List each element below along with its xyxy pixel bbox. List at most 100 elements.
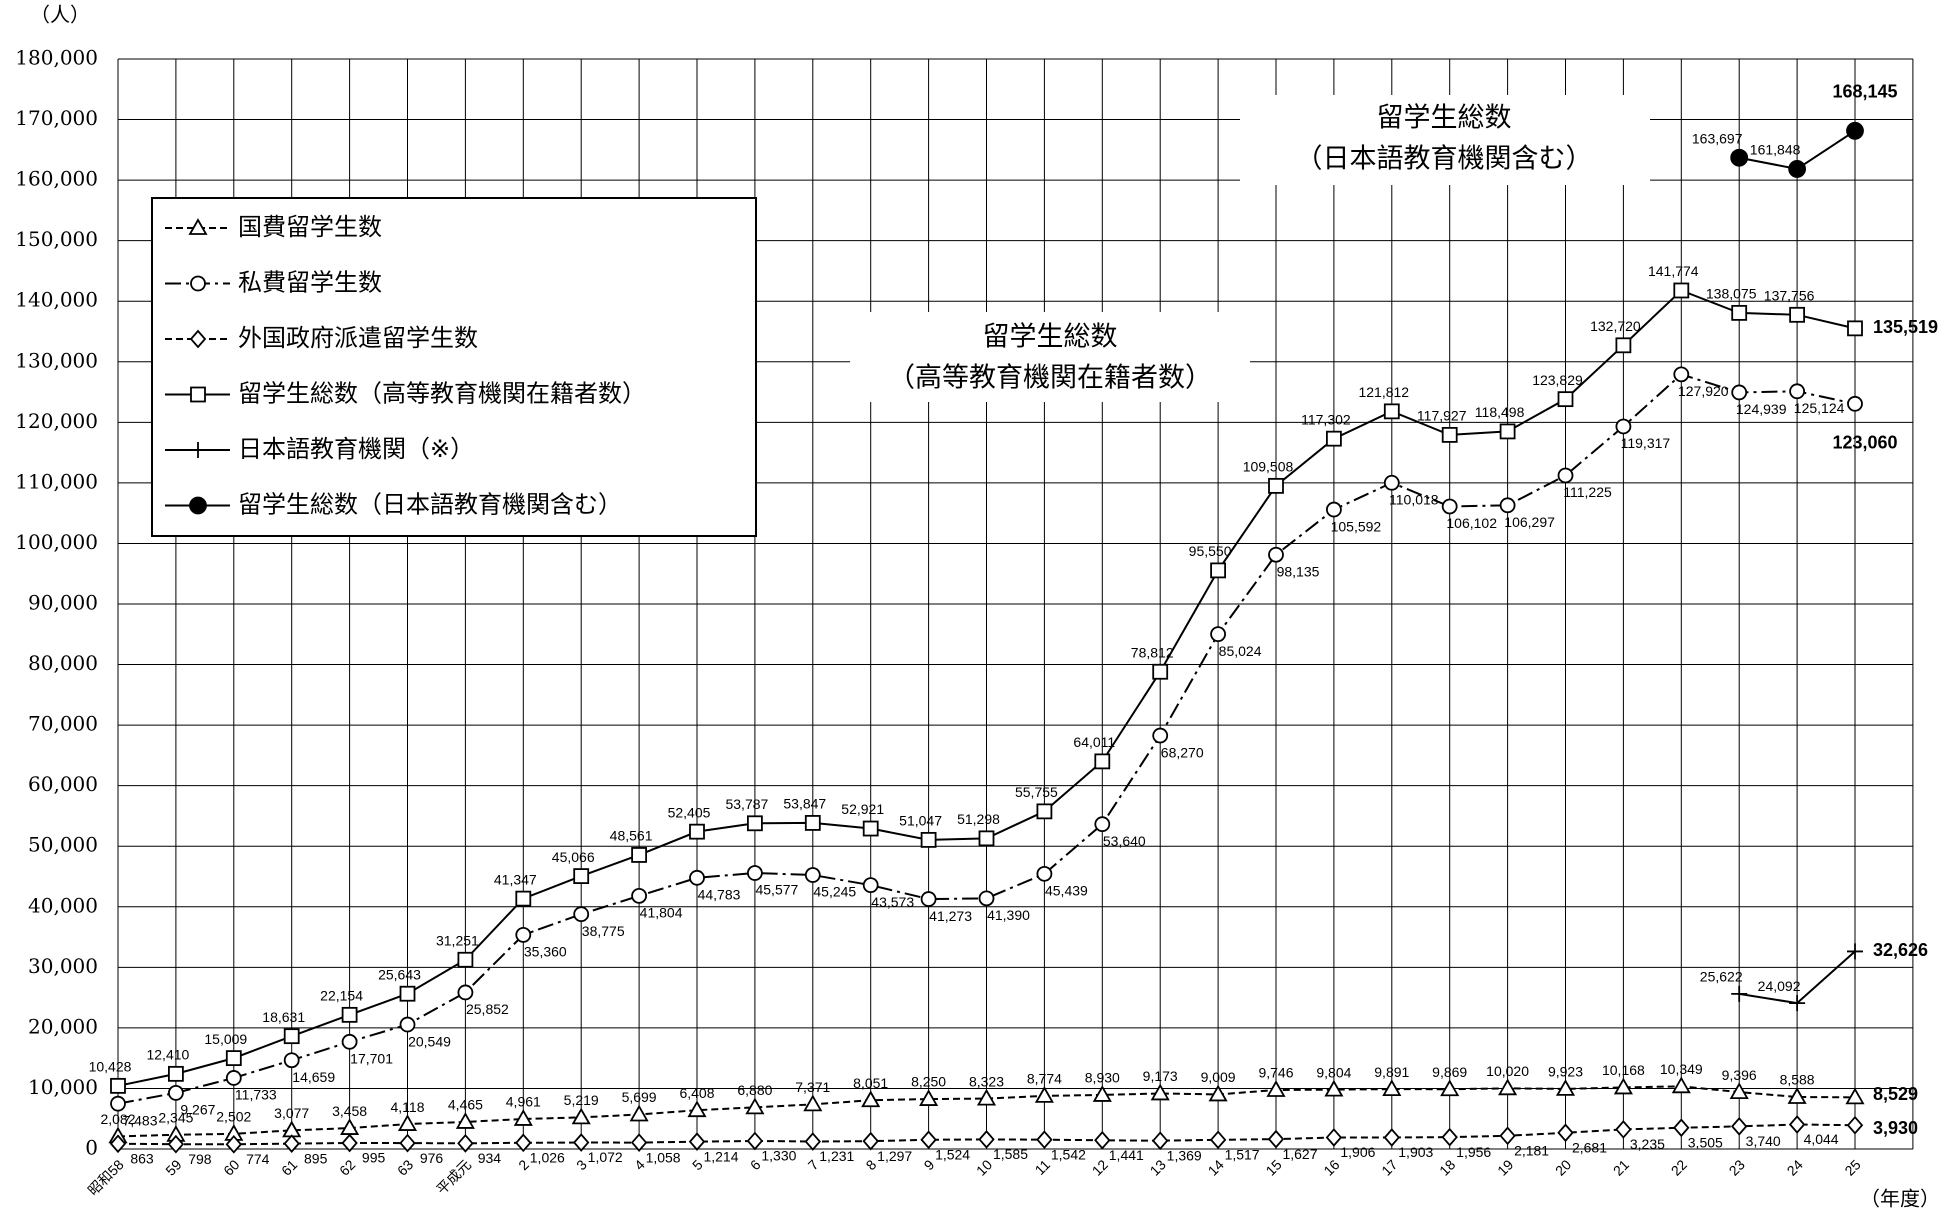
- marker: [1846, 1115, 1864, 1135]
- marker: [689, 823, 705, 840]
- legend-marker: [189, 496, 207, 515]
- marker: [919, 1089, 939, 1106]
- marker: [457, 984, 474, 1001]
- data-label: 1,330: [761, 1148, 796, 1164]
- x-tick-label: 62: [336, 1156, 358, 1178]
- data-label: 9,891: [1374, 1064, 1409, 1080]
- data-label: 119,317: [1621, 435, 1671, 451]
- data-label: 1,297: [877, 1148, 912, 1164]
- data-label: 798: [188, 1151, 212, 1167]
- data-label: 45,066: [552, 849, 595, 865]
- data-label: 161,848: [1750, 142, 1801, 158]
- data-label: 123,829: [1532, 372, 1583, 388]
- marker: [1731, 384, 1748, 401]
- y-tick-label: 90,000: [28, 591, 98, 615]
- legend-label: 留学生総数（日本語教育機関含む）: [238, 491, 622, 519]
- y-tick-label: 150,000: [15, 227, 98, 251]
- x-tick-label: 22: [1668, 1156, 1690, 1178]
- legend-label: 国費留学生数: [238, 213, 382, 241]
- data-label: 10,349: [1660, 1061, 1703, 1077]
- data-label: 111,225: [1563, 484, 1612, 500]
- data-label: 995: [362, 1150, 386, 1166]
- data-label: 10,020: [1486, 1063, 1529, 1079]
- marker: [1152, 1131, 1169, 1151]
- data-label: 934: [478, 1150, 502, 1166]
- data-label: 123,060: [1832, 433, 1897, 453]
- data-label: 2,502: [216, 1109, 251, 1125]
- data-label: 45,245: [813, 884, 856, 900]
- marker: [1441, 1127, 1458, 1147]
- marker: [457, 951, 474, 968]
- marker: [399, 1016, 416, 1033]
- x-tick-label: 59: [162, 1156, 184, 1178]
- y-tick-label: 120,000: [15, 409, 98, 433]
- marker: [630, 1133, 648, 1152]
- marker: [746, 1131, 764, 1151]
- data-label: 44,783: [698, 887, 741, 903]
- data-label: 117,927: [1417, 408, 1467, 424]
- data-label: 52,921: [841, 801, 884, 817]
- data-label: 38,775: [582, 923, 625, 939]
- data-label: 1,517: [1225, 1147, 1260, 1163]
- data-label: 85,024: [1219, 643, 1262, 659]
- data-label: 135,519: [1873, 317, 1938, 337]
- marker: [1557, 1123, 1574, 1143]
- marker: [1673, 366, 1690, 383]
- data-label: 8,588: [1780, 1072, 1815, 1088]
- y-tick-label: 70,000: [28, 712, 98, 736]
- data-label: 1,369: [1167, 1147, 1202, 1163]
- data-label: 4,044: [1804, 1131, 1839, 1147]
- marker: [573, 868, 590, 885]
- marker: [571, 1107, 591, 1125]
- marker: [399, 985, 416, 1002]
- data-label: 55,755: [1015, 784, 1058, 800]
- data-label: 6,880: [737, 1082, 772, 1098]
- x-tick-label: 21: [1610, 1156, 1632, 1178]
- marker: [1152, 727, 1169, 744]
- data-label: 1,585: [993, 1146, 1028, 1162]
- marker: [920, 831, 937, 848]
- x-tick-label: 61: [278, 1156, 300, 1178]
- marker: [747, 865, 763, 881]
- marker: [1731, 1116, 1748, 1136]
- marker: [399, 1133, 416, 1153]
- data-label: 41,804: [640, 905, 683, 921]
- data-label: 132,720: [1590, 318, 1641, 334]
- data-label: 22,154: [320, 988, 363, 1004]
- marker: [515, 926, 532, 943]
- y-tick-label: 160,000: [15, 167, 98, 191]
- data-label: 109,508: [1243, 459, 1294, 475]
- marker: [1789, 383, 1805, 400]
- legend-label: 留学生総数（高等教育機関在籍者数）: [238, 380, 646, 408]
- data-label: 43,573: [871, 894, 914, 910]
- marker: [1210, 626, 1226, 643]
- marker: [1731, 985, 1748, 1002]
- data-label: 3,077: [274, 1105, 309, 1121]
- data-label: 4,961: [506, 1094, 541, 1110]
- marker: [1210, 562, 1226, 579]
- data-label: 2,082: [100, 1111, 135, 1127]
- marker: [1208, 1084, 1228, 1102]
- marker: [688, 1132, 706, 1152]
- marker: [283, 1134, 300, 1153]
- data-label: 25,643: [378, 966, 421, 982]
- data-label: 68,270: [1161, 744, 1204, 760]
- annotation-bg: [1240, 95, 1650, 185]
- marker: [1788, 160, 1806, 178]
- data-label: 105,592: [1331, 518, 1382, 534]
- x-tick-label: 60: [220, 1156, 242, 1178]
- marker: [1557, 467, 1574, 484]
- marker: [573, 1133, 590, 1152]
- marker: [978, 830, 995, 847]
- marker: [1498, 1078, 1518, 1096]
- data-label: 4,465: [448, 1097, 483, 1113]
- data-label: 8,323: [969, 1073, 1004, 1089]
- data-label: 106,297: [1504, 514, 1555, 530]
- marker: [1383, 1128, 1400, 1147]
- marker: [513, 1109, 533, 1126]
- marker: [1150, 1083, 1170, 1101]
- data-label: 32,626: [1873, 940, 1928, 960]
- y-tick-label: 40,000: [28, 893, 98, 917]
- data-label: 31,251: [436, 932, 479, 948]
